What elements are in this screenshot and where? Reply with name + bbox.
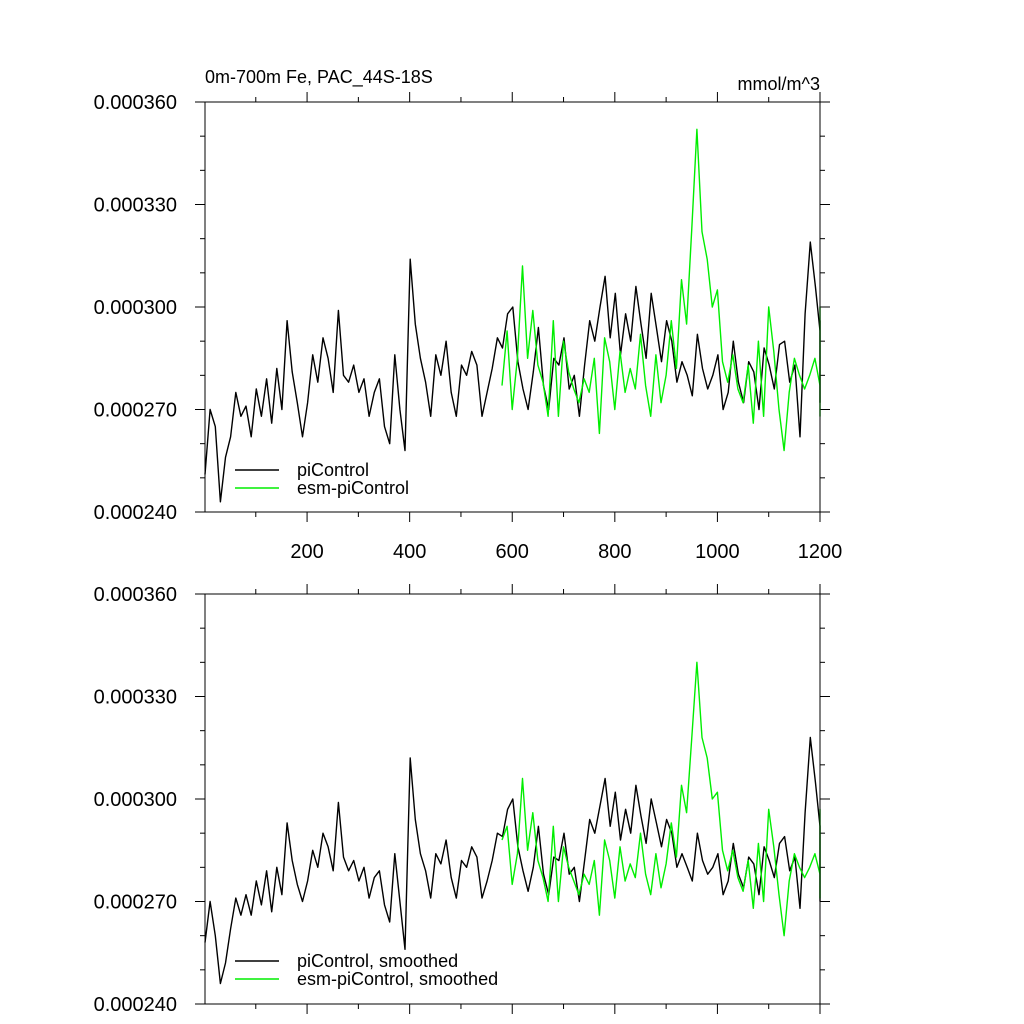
top-x-tick-label: 800 <box>598 541 631 563</box>
top-x-tick-label: 600 <box>496 541 529 563</box>
top-panel-frame <box>204 101 821 513</box>
top-series-picontrol-line <box>204 241 821 503</box>
top-x-tick-label: 200 <box>290 541 323 563</box>
bottom-y-tick-label: 0.000240 <box>94 994 177 1016</box>
bottom-y-tick-label: 0.000330 <box>94 687 177 709</box>
top-y-tick-label: 0.000330 <box>94 195 177 217</box>
top-y-tick-label: 0.000270 <box>94 400 177 422</box>
bottom-y-tick-label: 0.000270 <box>94 892 177 914</box>
top-panel: 0.000240 0.000270 0.000300 0.000330 0.000360… <box>94 92 842 563</box>
bottom-panel-y-tick-labels: 0.000240 0.000270 0.000300 0.000330 0.000360 <box>94 584 177 1016</box>
top-legend-label: piControl <box>297 460 369 480</box>
top-y-tick-label: 0.000300 <box>94 297 177 319</box>
bottom-legend-label: piControl, smoothed <box>297 951 458 971</box>
bottom-legend-label: esm-piControl, smoothed <box>297 969 498 989</box>
bottom-y-tick-label: 0.000300 <box>94 789 177 811</box>
bottom-series-picontrol-line <box>204 736 821 985</box>
top-x-tick-label: 400 <box>393 541 426 563</box>
top-panel-y-tick-labels: 0.000240 0.000270 0.000300 0.000330 0.000360 <box>94 92 177 524</box>
bottom-panel-frame <box>204 593 821 1005</box>
top-x-tick-label: 1200 <box>798 541 843 563</box>
top-y-tick-label: 0.000360 <box>94 92 177 114</box>
bottom-y-tick-label: 0.000360 <box>94 584 177 606</box>
top-legend-label: esm-piControl <box>297 478 409 498</box>
top-x-tick-label: 1000 <box>695 541 740 563</box>
top-panel-x-tick-labels: 200 400 600 800 1000 1200 <box>290 541 842 563</box>
bottom-panel: 0.000240 0.000270 0.000300 0.000330 0.000360… <box>94 584 830 1016</box>
chart-title: 0m-700m Fe, PAC_44S-18S <box>205 67 433 88</box>
top-y-tick-label: 0.000240 <box>94 502 177 524</box>
top-panel-ticks <box>195 92 830 522</box>
chart-units: mmol/m^3 <box>738 74 820 94</box>
bottom-panel-ticks <box>195 584 830 1014</box>
